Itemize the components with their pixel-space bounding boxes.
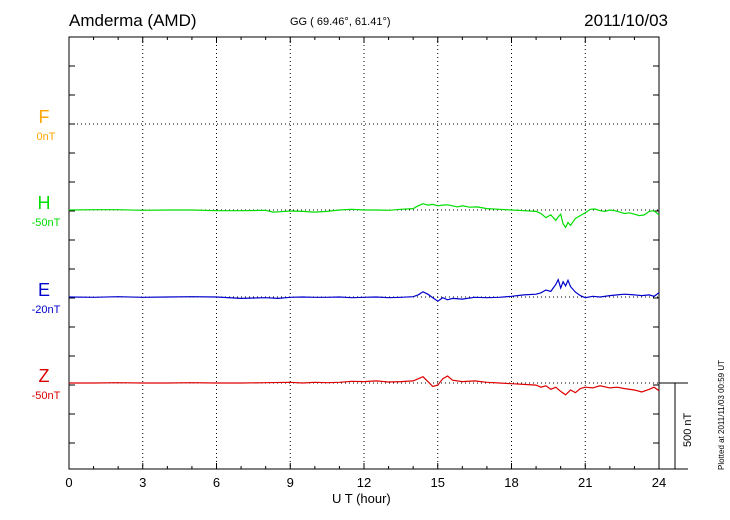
baseline-label-h: -50nT [31,217,61,229]
series-line-e [68,277,660,302]
x-tick-label: 0 [65,475,72,490]
x-tick-label: 6 [213,475,220,490]
x-tick-label: 9 [287,475,294,490]
x-tick-label: 21 [578,475,592,490]
x-tick-label: 12 [357,475,371,490]
plotted-timestamp: Plotted at 2011/11/03 00:59 UT [717,359,726,470]
baseline-label-f: 0nT [36,131,56,143]
baseline-label-z: -50nT [31,390,61,402]
scale-bar-label: 500 nT [682,412,694,447]
component-label-e: E [37,280,50,300]
date-label: 2011/10/03 [584,11,668,30]
station-title: Amderma (AMD) [69,11,197,30]
component-label-f: F [38,107,50,127]
component-label-z: Z [38,366,50,386]
x-tick-label: 18 [504,475,518,490]
x-axis-title: U T (hour) [332,491,391,506]
coordinates-label: GG ( 69.46°, 61.41°) [290,16,391,28]
component-label-h: H [37,193,51,213]
series-line-h [68,203,660,229]
x-tick-label: 3 [139,475,146,490]
x-tick-label: 24 [652,475,666,490]
series-line-z [69,375,660,396]
x-tick-label: 15 [431,475,445,490]
baseline-label-e: -20nT [31,304,61,316]
